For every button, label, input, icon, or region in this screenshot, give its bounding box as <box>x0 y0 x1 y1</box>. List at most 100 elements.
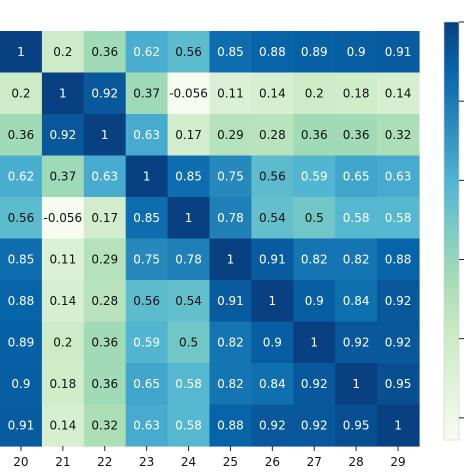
cell-value-label: 0.9 <box>263 335 282 349</box>
heatmap-cell <box>377 321 420 364</box>
heatmap-cell <box>83 404 127 447</box>
cell-value-label: 0.2 <box>11 86 30 100</box>
heatmap-cells: 1 0.2 0.36 0.62 0.56 0.85 0.88 0.89 0.9 0.910.2 1 0… <box>0 31 420 447</box>
cell-value-label: 0.58 <box>385 211 412 225</box>
cell-value-label: -0.056 <box>44 211 83 225</box>
cell-value-label: 0.84 <box>343 294 370 308</box>
cell-value-label: 0.82 <box>343 252 370 266</box>
cell-value-label: 0.32 <box>91 418 118 432</box>
heatmap-cell <box>167 155 211 198</box>
cell-value-label: 0.17 <box>175 128 202 142</box>
heatmap-cell <box>335 155 378 198</box>
heatmap-cell <box>83 280 127 323</box>
cell-value-label: 0.91 <box>8 418 35 432</box>
heatmap-cell <box>293 280 336 323</box>
cell-value-label: 0.2 <box>53 45 72 59</box>
cell-value-label: 1 <box>310 335 318 349</box>
cell-value-label: 0.85 <box>133 211 160 225</box>
cell-value-label: 0.63 <box>385 169 412 183</box>
heatmap-cell <box>41 404 85 447</box>
cell-value-label: 0.56 <box>175 45 202 59</box>
heatmap-cell <box>125 238 169 281</box>
heatmap-cell <box>167 114 211 157</box>
heatmap-cell <box>125 280 169 323</box>
cell-value-label: 0.36 <box>91 45 118 59</box>
cell-value-label: 0.5 <box>305 211 324 225</box>
cell-value-label: 0.54 <box>259 211 286 225</box>
cell-value-label: 0.59 <box>301 169 328 183</box>
cell-value-label: 0.88 <box>259 45 286 59</box>
heatmap-cell <box>167 197 211 240</box>
cell-value-label: 0.95 <box>385 377 412 391</box>
cell-value-label: 1 <box>352 377 360 391</box>
heatmap-cell <box>125 363 169 406</box>
heatmap-cell <box>209 155 252 198</box>
cell-value-label: 0.88 <box>217 418 244 432</box>
x-tick-label: 21 <box>55 455 70 469</box>
cell-value-label: 0.85 <box>217 45 244 59</box>
heatmap-cell <box>0 197 43 240</box>
cell-value-label: 0.65 <box>343 169 370 183</box>
heatmap-cell <box>125 321 169 364</box>
heatmap-cell <box>335 363 378 406</box>
cell-value-label: 0.36 <box>8 128 35 142</box>
cell-value-label: 0.91 <box>385 45 412 59</box>
cell-value-label: 0.59 <box>133 335 160 349</box>
heatmap-cell <box>167 404 211 447</box>
heatmap-cell <box>335 114 378 157</box>
heatmap-cell <box>377 72 420 115</box>
cell-value-label: 0.65 <box>133 377 160 391</box>
x-tick-label: 22 <box>97 455 112 469</box>
heatmap-cell <box>125 72 169 115</box>
heatmap-cell <box>41 72 85 115</box>
cell-value-label: 0.28 <box>91 294 118 308</box>
heatmap-cell <box>377 404 420 447</box>
cell-value-label: 0.82 <box>217 377 244 391</box>
heatmap-cell <box>41 363 85 406</box>
cell-value-label: 0.54 <box>175 294 202 308</box>
heatmap-cell <box>0 238 43 281</box>
cell-value-label: 0.36 <box>301 128 328 142</box>
x-tick-label: 26 <box>265 455 280 469</box>
heatmap-cell <box>377 197 420 240</box>
heatmap-cell <box>377 114 420 157</box>
cell-value-label: 0.58 <box>175 377 202 391</box>
heatmap-cell <box>293 114 336 157</box>
cell-value-label: 0.63 <box>133 418 160 432</box>
heatmap-cell <box>125 31 169 74</box>
cell-value-label: 0.88 <box>385 252 412 266</box>
cell-value-label: 0.92 <box>301 377 328 391</box>
cell-value-label: 0.56 <box>133 294 160 308</box>
cell-value-label: 0.63 <box>91 169 118 183</box>
cell-value-label: 1 <box>59 86 67 100</box>
cell-value-label: 0.14 <box>49 294 76 308</box>
heatmap-cell <box>83 321 127 364</box>
cell-value-label: 0.14 <box>49 418 76 432</box>
cell-value-label: 0.9 <box>11 377 30 391</box>
cell-value-label: 0.62 <box>133 45 160 59</box>
heatmap-cell <box>125 197 169 240</box>
heatmap-cell <box>251 31 294 74</box>
cell-value-label: 0.92 <box>301 418 328 432</box>
heatmap-cell <box>293 363 336 406</box>
heatmap-cell <box>293 155 336 198</box>
heatmap-cell <box>335 321 378 364</box>
cell-value-label: 1 <box>185 211 193 225</box>
cell-value-label: 0.5 <box>179 335 198 349</box>
cell-value-label: 0.89 <box>301 45 328 59</box>
heatmap-cell <box>251 280 294 323</box>
cell-value-label: 0.92 <box>49 128 76 142</box>
colorbar <box>443 21 464 441</box>
heatmap-cell <box>251 72 294 115</box>
cell-value-label: 0.14 <box>385 86 412 100</box>
heatmap-cell <box>167 238 211 281</box>
cell-value-label: 0.9 <box>347 45 366 59</box>
cell-value-label: 0.85 <box>8 252 35 266</box>
x-tick-label: 28 <box>349 455 364 469</box>
heatmap-cell <box>251 363 294 406</box>
heatmap-cell <box>41 280 85 323</box>
cell-value-label: 0.92 <box>343 335 370 349</box>
heatmap-cell <box>0 155 43 198</box>
cell-value-label: 0.17 <box>91 211 118 225</box>
heatmap-cell <box>83 155 127 198</box>
